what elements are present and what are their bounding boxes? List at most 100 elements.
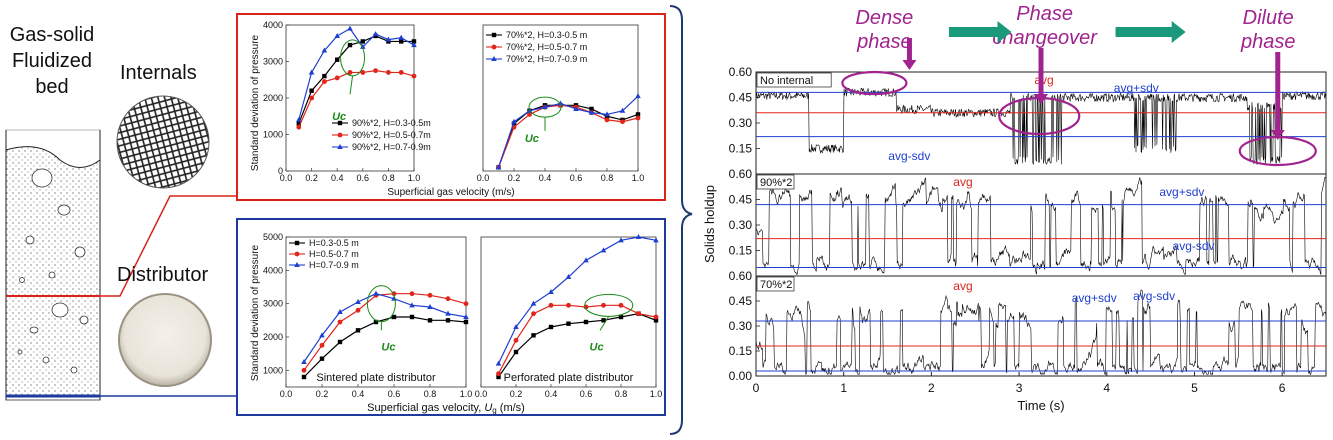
changeover-label-line-1: Phase	[1016, 3, 1073, 25]
bottom-right-plot-series-point	[565, 274, 572, 279]
top-left-plot-xtick-label: 0.0	[280, 173, 293, 183]
time-panel-label-box	[756, 72, 832, 88]
time-panel-label-text: 70%*2	[760, 279, 792, 291]
time-panel-label-text: No internal	[760, 75, 813, 87]
top-right-plot-series-point	[604, 117, 610, 123]
top-left-plot-series-point	[360, 39, 365, 44]
bottom-right-plot-series-point	[618, 302, 624, 308]
top-left-plot-series-point	[296, 124, 302, 130]
top-right-plot-series-point	[557, 100, 564, 106]
changeover-arrow-head	[1034, 94, 1048, 104]
top-left-plot-series-point	[399, 39, 404, 44]
uc-top-right: Uc	[525, 96, 562, 145]
dilute-arrow-head	[1270, 130, 1285, 140]
time-trace	[755, 177, 1326, 276]
bottom-right-plot-series-point	[513, 324, 519, 329]
top-right-plot-series-point	[604, 111, 610, 117]
top-left-plot-series-point	[322, 79, 327, 84]
time-ylabel: Solids holdup	[702, 185, 717, 263]
bottom-right-plot-series-point	[531, 311, 536, 317]
bottom-right-plot-series-point	[513, 337, 519, 343]
legend-top-left-label: 90%*2, H=0.3-0.5m	[352, 118, 431, 128]
top-left-plot-series-point	[373, 68, 378, 74]
top-left-plot-series-line-3	[298, 27, 415, 121]
legend-top-left-label: 90%*2, H=0.5-0.7m	[352, 130, 431, 140]
bottom-left-plot-series-point	[373, 290, 379, 296]
top-right-plot-series-point	[542, 104, 548, 110]
top-left-plot-series-point	[308, 69, 315, 75]
top-right-plot-xtick-label: 0.0	[477, 173, 490, 183]
top-left-plot-series-point	[398, 70, 404, 75]
time-panel-1: No internal 0.60 0.45 0.30 0.15	[729, 65, 1327, 175]
bottom-right-plot-series-point	[530, 300, 537, 306]
time-xtick-label: 2	[928, 381, 935, 395]
legend-bottom-swatch-marker	[294, 240, 300, 246]
top-left-plot-ytick-label: 1000	[263, 130, 283, 140]
bottom-right-plot-series-point	[618, 314, 624, 320]
bottom-left-plot-ytick-label: 2000	[263, 332, 283, 342]
top-right-plot-series-line-1	[497, 104, 639, 168]
legend-top-right-swatch-marker	[491, 56, 497, 61]
bottom-left-plot-series-point	[301, 367, 307, 373]
bottom-right-plot: 0.0 0.2 0.4 0.6 0.8 1.0 Perforated plate distr…	[475, 234, 662, 399]
bottom-xlabel-sub: g	[492, 406, 496, 415]
top-left-plot-series-point	[411, 42, 417, 48]
time-xtick-label: 5	[1191, 381, 1198, 395]
time-trace	[755, 289, 1327, 376]
legend-top-right-label: 70%*2, H=0.7-0.9 m	[506, 54, 587, 64]
bottom-left-plot-xtick-label: 0.8	[424, 389, 437, 399]
time-panel-3: 70%*2 0.60 0.45 0.30 0.15 0.00	[729, 269, 1327, 383]
bottom-left-plot-series-point	[445, 318, 451, 323]
bottom-right-plot-series-point	[583, 257, 589, 263]
avg-minus-label-1: avg-sdv	[888, 149, 930, 163]
legends: 90%*2, H=0.3-0.5m 90%*2, H=0.5-0.7m 90%*2,…	[289, 30, 587, 270]
bottom-right-plot-series-point	[653, 314, 659, 320]
top-left-plot-ytick-label: 2000	[263, 93, 283, 103]
bottom-left-plot-series-point	[373, 319, 379, 325]
dense-arrow	[902, 38, 917, 70]
avg-minus-label-3: avg-sdv	[1133, 289, 1175, 303]
bottom-right-plot-title: Perforated plate distributor	[504, 372, 634, 384]
time-xtick-label: 4	[1103, 381, 1110, 395]
bottom-left-plot-series-point	[409, 314, 415, 320]
bottom-right-plot-series-point	[496, 374, 501, 380]
uc-top-left-label: Uc	[332, 111, 346, 123]
avg-label-2: avg	[953, 175, 972, 189]
bottom-left-plot-ytick-label: 5000	[263, 232, 283, 242]
top-right-plot-xtick-label: 0.8	[601, 173, 614, 183]
bottom-right-plot-series-line-1	[498, 313, 657, 378]
top-left-plot-xtick-label: 0.4	[331, 173, 344, 183]
avg-label-1: avg	[1034, 73, 1053, 87]
bed-title-line-1: Gas-solid	[9, 24, 95, 46]
bottom-right-plot-series-point	[566, 321, 571, 326]
bottom-left-plot-series-point	[301, 359, 307, 364]
dense-arrow-head	[902, 60, 917, 70]
bottom-right-plot-series-point	[636, 311, 641, 317]
time-ytick-label: 0.60	[729, 269, 753, 283]
dense-phase-label-line-1: Dense	[855, 7, 913, 29]
bottom-left-plot-series-point	[409, 302, 415, 308]
dense-phase-ellipse	[841, 70, 908, 96]
time-panel-label-box	[756, 174, 795, 190]
top-left-plot-series-point	[309, 95, 314, 101]
dilute-phase-label-line-1: Dilute	[1243, 7, 1294, 29]
bottom-right-plot-series-point	[495, 360, 502, 366]
bottom-xlabel-post: (m/s)	[497, 402, 525, 414]
flow-arrow-1-head	[997, 21, 1012, 43]
avg-plus-label-3: avg+sdv	[1072, 291, 1117, 305]
top-right-plot-series-point	[619, 107, 626, 113]
bottom-left-plot-series-line-2	[303, 293, 467, 371]
avg-plus-label-2: avg+sdv	[1159, 185, 1204, 199]
bottom-left-plot-xtick-label: 0.6	[388, 389, 401, 399]
bottom-right-plot-series-point	[601, 302, 606, 308]
time-xtick-label: 6	[1279, 381, 1286, 395]
top-left-plot-xtick-label: 0.8	[382, 173, 395, 183]
internals-mesh-image	[116, 95, 210, 189]
time-ytick-label: 0.30	[729, 116, 753, 130]
time-ytick-label: 0.30	[729, 218, 753, 232]
legend-top-right-label: 70%*2, H=0.3-0.5 m	[506, 30, 587, 40]
bottom-right-plot-xtick-label: 0.6	[580, 389, 593, 399]
top-right-plot-series-line-3	[497, 95, 639, 168]
top-left-plot-series-point	[296, 116, 302, 122]
time-ytick-label: 0.15	[729, 142, 753, 156]
